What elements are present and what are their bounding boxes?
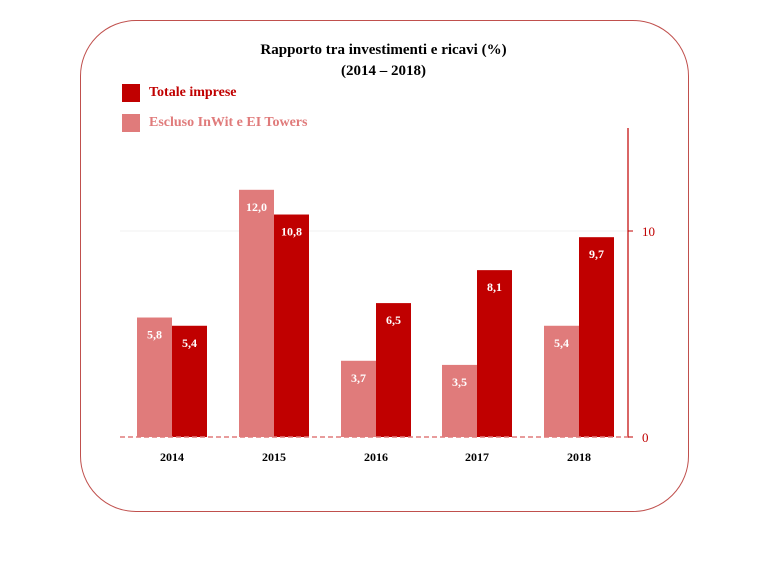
bar-totale-2018	[579, 237, 614, 437]
data-label-totale-2016: 6,5	[386, 313, 401, 327]
chart-title: Rapporto tra investimenti e ricavi (%)	[260, 42, 507, 58]
category-label-2015: 2015	[262, 450, 286, 464]
legend-swatch-totale-imprese	[122, 84, 140, 102]
bar-escluso-2015	[239, 189, 274, 437]
chart-subtitle: (2014 – 2018)	[341, 63, 426, 79]
data-label-totale-2014: 5,4	[182, 336, 197, 350]
data-label-escluso-2014: 5,8	[147, 328, 162, 342]
chart-frame	[80, 20, 689, 512]
y-tick-label-10: 10	[642, 224, 655, 239]
y-tick-label-0: 0	[642, 430, 649, 445]
legend-item-escluso: Escluso InWit e EI Towers	[122, 114, 307, 132]
legend-label-escluso: Escluso InWit e EI Towers	[149, 115, 308, 130]
legend-item-totale-imprese: Totale imprese	[122, 84, 237, 102]
bar-escluso-2017	[442, 364, 477, 437]
data-label-escluso-2018: 5,4	[554, 336, 569, 350]
bar-escluso-2018	[544, 325, 579, 437]
data-label-totale-2015: 10,8	[281, 225, 302, 239]
bar-escluso-2014	[137, 317, 172, 437]
category-label-2018: 2018	[567, 450, 591, 464]
data-label-escluso-2016: 3,7	[351, 371, 366, 385]
legend-swatch-escluso	[122, 114, 140, 132]
category-label-2017: 2017	[465, 450, 489, 464]
data-label-totale-2018: 9,7	[589, 247, 604, 261]
data-label-escluso-2015: 12,0	[246, 200, 267, 214]
data-label-totale-2017: 8,1	[487, 280, 502, 294]
bar-totale-2017	[477, 270, 512, 437]
category-label-2016: 2016	[364, 450, 388, 464]
legend-label-totale-imprese: Totale imprese	[149, 85, 237, 100]
bar-escluso-2016	[341, 360, 376, 437]
bar-totale-2015	[274, 214, 309, 437]
bar-totale-2016	[376, 303, 411, 437]
bar-totale-2014	[172, 325, 207, 437]
data-label-escluso-2017: 3,5	[452, 375, 467, 389]
category-label-2014: 2014	[160, 450, 184, 464]
